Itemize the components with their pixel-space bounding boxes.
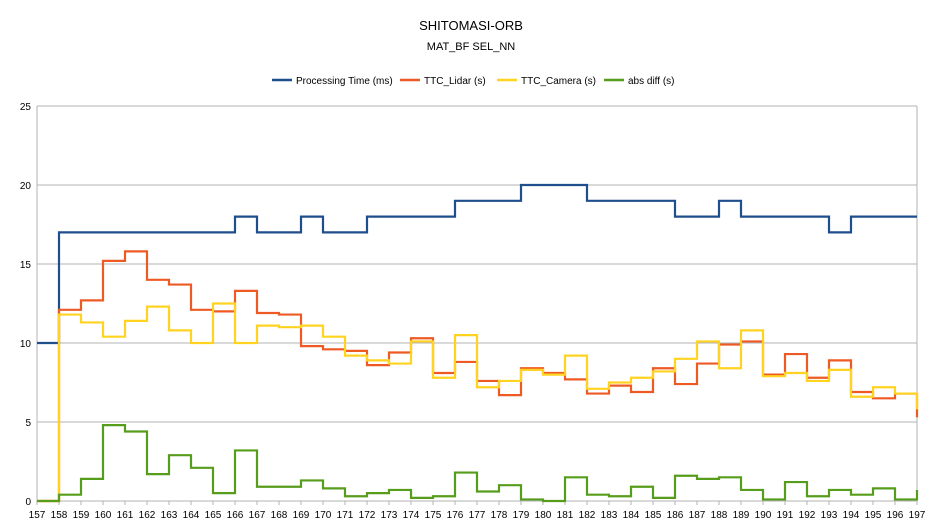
x-tick-label: 164 [183,510,200,521]
y-tick-label: 5 [25,418,31,429]
x-tick-label: 196 [887,510,904,521]
x-tick-label: 180 [535,510,552,521]
x-tick-label: 186 [667,510,684,521]
x-tick-label: 185 [645,510,662,521]
x-tick-label: 191 [777,510,794,521]
y-tick-label: 20 [20,181,32,192]
x-tick-label: 177 [469,510,486,521]
series-line-0 [37,183,917,345]
y-tick-label: 10 [20,339,32,350]
x-tick-label: 165 [205,510,222,521]
x-tick-label: 179 [513,510,530,521]
y-tick-label: 15 [20,260,32,271]
x-tick-label: 192 [799,510,816,521]
x-tick-label: 187 [689,510,706,521]
x-tick-label: 190 [755,510,772,521]
series-line-3 [37,424,919,503]
x-tick-label: 188 [711,510,728,521]
chart-legend: Processing Time (ms) TTC_Lidar (s) TTC_Cam… [272,76,675,87]
x-tick-label: 158 [51,510,68,521]
chart-subtitle: MAT_BF SEL_NN [427,41,515,53]
x-tick-label: 182 [579,510,596,521]
x-tick-label: 175 [425,510,442,521]
x-tick-label: 171 [337,510,354,521]
x-tick-label: 159 [73,510,90,521]
x-tick-label: 170 [315,510,332,521]
legend-label: TTC_Camera (s) [521,76,596,87]
x-tick-label: 163 [161,510,178,521]
x-tick-label: 160 [95,510,112,521]
x-tick-label: 166 [227,510,244,521]
y-tick-label: 25 [20,102,32,113]
x-tick-label: 189 [733,510,750,521]
x-tick-label: 162 [139,510,156,521]
y-axis-ticks: 0 5 10 15 20 25 [20,102,32,508]
legend-label: Processing Time (ms) [296,76,393,87]
x-tick-label: 161 [117,510,134,521]
y-tick-label: 0 [25,497,31,508]
x-tick-label: 194 [843,510,860,521]
chart-title: SHITOMASI-ORB [419,18,523,33]
x-tick-label: 172 [359,510,376,521]
x-tick-label: 168 [271,510,288,521]
x-tick-label: 197 [909,510,926,521]
x-tick-label: 169 [293,510,310,521]
x-axis-ticks: 157 158 159 160 161 162 163 164 165 166 167 168 169 1… [29,501,926,521]
x-tick-label: 184 [623,510,640,521]
x-tick-label: 183 [601,510,618,521]
series-line-2 [37,302,919,503]
x-tick-label: 195 [865,510,882,521]
x-tick-label: 167 [249,510,266,521]
x-tick-label: 181 [557,510,574,521]
x-tick-label: 174 [403,510,420,521]
x-tick-label: 178 [491,510,508,521]
x-tick-label: 176 [447,510,464,521]
plot-area [37,183,919,503]
grid-lines [36,105,918,502]
x-tick-label: 193 [821,510,838,521]
x-tick-label: 157 [29,510,46,521]
legend-label: TTC_Lidar (s) [424,76,486,87]
legend-label: abs diff (s) [628,76,675,87]
x-tick-label: 173 [381,510,398,521]
